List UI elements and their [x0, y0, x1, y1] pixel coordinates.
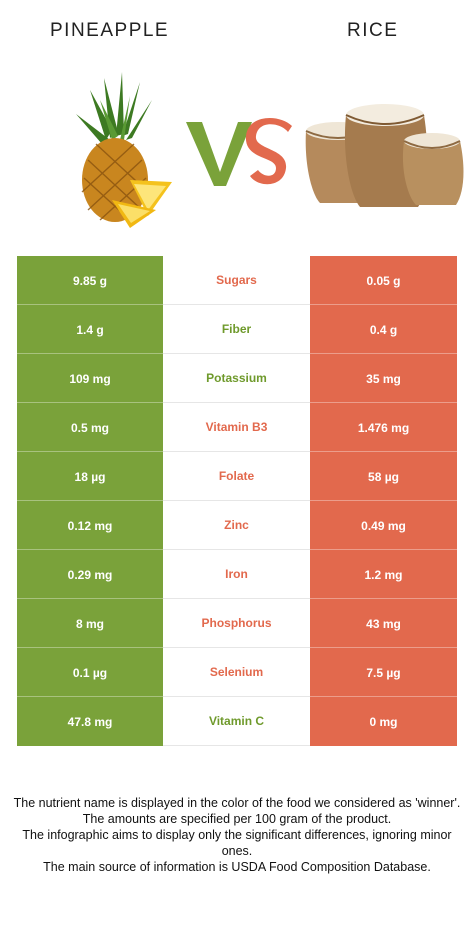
- nutrient-name: Phosphorus: [163, 599, 310, 648]
- right-value: 58 µg: [310, 452, 457, 501]
- left-value: 0.1 µg: [17, 648, 163, 697]
- pineapple-image: [60, 70, 180, 230]
- table-row: 47.8 mg Vitamin C 0 mg: [17, 697, 457, 746]
- left-value: 0.12 mg: [17, 501, 163, 550]
- left-value: 0.29 mg: [17, 550, 163, 599]
- nutrient-name: Selenium: [163, 648, 310, 697]
- comparison-table: 9.85 g Sugars 0.05 g 1.4 g Fiber 0.4 g 1…: [17, 256, 457, 746]
- right-value: 43 mg: [310, 599, 457, 648]
- nutrient-name: Vitamin B3: [163, 403, 310, 452]
- nutrient-name: Zinc: [163, 501, 310, 550]
- table-row: 8 mg Phosphorus 43 mg: [17, 599, 457, 648]
- right-value: 0.05 g: [310, 256, 457, 305]
- table-row: 18 µg Folate 58 µg: [17, 452, 457, 501]
- left-value: 8 mg: [17, 599, 163, 648]
- footnote-line: The nutrient name is displayed in the co…: [13, 796, 461, 810]
- left-value: 18 µg: [17, 452, 163, 501]
- right-value: 0.4 g: [310, 305, 457, 354]
- table-row: 1.4 g Fiber 0.4 g: [17, 305, 457, 354]
- right-value: 0 mg: [310, 697, 457, 746]
- footnote: The nutrient name is displayed in the co…: [10, 795, 464, 875]
- footnote-line: The amounts are specified per 100 gram o…: [82, 812, 392, 826]
- right-value: 1.476 mg: [310, 403, 457, 452]
- right-food-title: RICE: [347, 20, 399, 41]
- table-row: 0.29 mg Iron 1.2 mg: [17, 550, 457, 599]
- right-value: 0.49 mg: [310, 501, 457, 550]
- table-row: 0.1 µg Selenium 7.5 µg: [17, 648, 457, 697]
- nutrient-name: Fiber: [163, 305, 310, 354]
- table-row: 109 mg Potassium 35 mg: [17, 354, 457, 403]
- left-value: 9.85 g: [17, 256, 163, 305]
- right-value: 7.5 µg: [310, 648, 457, 697]
- footnote-line: The main source of information is USDA F…: [43, 860, 431, 874]
- table-row: 0.5 mg Vitamin B3 1.476 mg: [17, 403, 457, 452]
- table-row: 9.85 g Sugars 0.05 g: [17, 256, 457, 305]
- table-row: 0.12 mg Zinc 0.49 mg: [17, 501, 457, 550]
- left-value: 1.4 g: [17, 305, 163, 354]
- left-value: 0.5 mg: [17, 403, 163, 452]
- nutrient-name: Potassium: [163, 354, 310, 403]
- footnote-line: The infographic aims to display only the…: [22, 828, 452, 858]
- right-value: 1.2 mg: [310, 550, 457, 599]
- right-value: 35 mg: [310, 354, 457, 403]
- nutrient-name: Iron: [163, 550, 310, 599]
- nutrient-name: Folate: [163, 452, 310, 501]
- nutrient-name: Vitamin C: [163, 697, 310, 746]
- rice-image: [300, 95, 465, 210]
- nutrient-name: Sugars: [163, 256, 310, 305]
- vs-label: [180, 110, 300, 200]
- left-value: 47.8 mg: [17, 697, 163, 746]
- left-food-title: PINEAPPLE: [50, 20, 170, 41]
- left-value: 109 mg: [17, 354, 163, 403]
